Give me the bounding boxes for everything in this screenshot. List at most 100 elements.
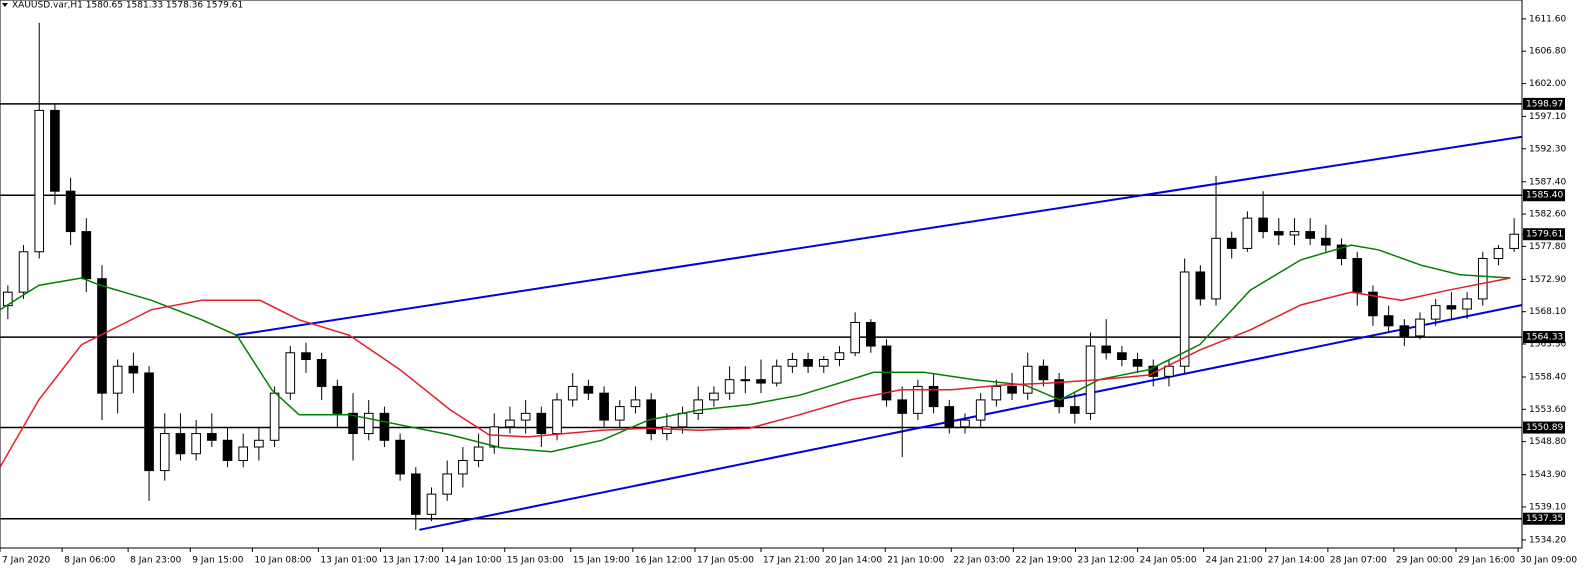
x-tick-label: 14 Jan 10:00 xyxy=(445,556,502,566)
x-tick-label: 17 Jan 21:00 xyxy=(763,556,820,566)
candle-body xyxy=(662,426,672,435)
candle-body xyxy=(1462,298,1472,310)
candle-body xyxy=(1069,406,1080,414)
candle-body xyxy=(677,412,688,428)
candle-body xyxy=(1164,365,1174,377)
moving-average xyxy=(0,277,1511,468)
last-price-label: 1579.61 xyxy=(1526,230,1563,240)
candle-body xyxy=(1242,217,1253,249)
candle-body xyxy=(991,385,1002,401)
candle-body xyxy=(112,365,123,394)
candle-body xyxy=(207,433,217,441)
y-tick-label: 1553.60 xyxy=(1529,405,1566,415)
candle-body xyxy=(614,406,625,421)
candle-body xyxy=(410,473,421,515)
y-tick-label: 1582.60 xyxy=(1529,210,1566,220)
y-tick-label: 1534.20 xyxy=(1529,535,1566,545)
candle-body xyxy=(1289,231,1300,236)
level-label: 1564.33 xyxy=(1526,333,1563,343)
candle-body xyxy=(960,419,970,428)
candle-body xyxy=(379,412,390,441)
trendline xyxy=(419,304,1523,531)
candle-body xyxy=(771,365,782,384)
candle-body xyxy=(316,358,327,387)
candle-body xyxy=(1477,258,1488,300)
y-tick-label: 1592.30 xyxy=(1529,144,1566,154)
x-tick-label: 24 Jan 21:00 xyxy=(1206,556,1263,566)
candle-body xyxy=(1226,237,1237,249)
candle-body xyxy=(1305,231,1315,239)
x-tick-label: 21 Jan 10:00 xyxy=(887,556,944,566)
candle-body xyxy=(583,385,594,394)
candle-body xyxy=(505,419,515,428)
candle-body xyxy=(1399,325,1410,337)
level-label-box xyxy=(1523,189,1565,202)
candle-body xyxy=(159,433,170,472)
level-label: 1550.89 xyxy=(1526,423,1563,433)
x-tick-label: 15 Jan 19:00 xyxy=(573,556,630,566)
candle-body xyxy=(175,433,186,455)
candle-body xyxy=(128,365,139,374)
candle-body xyxy=(81,231,92,280)
y-tick-label: 1611.60 xyxy=(1529,14,1566,24)
candle-body xyxy=(1509,233,1519,249)
candle-body xyxy=(332,385,343,414)
candle-body xyxy=(740,379,751,382)
x-tick-label: 29 Jan 16:00 xyxy=(1458,556,1515,566)
level-label: 1598.97 xyxy=(1526,99,1563,109)
candle-body xyxy=(850,321,860,354)
candle-body xyxy=(269,392,280,441)
candle-body xyxy=(18,251,29,293)
candle-body xyxy=(1022,365,1033,394)
x-tick-label: 13 Jan 01:00 xyxy=(320,556,377,566)
candle-body xyxy=(1101,345,1112,354)
candle-body xyxy=(646,399,656,435)
candle-body xyxy=(693,399,704,414)
candle-body xyxy=(191,433,201,455)
x-tick-label: 9 Jan 15:00 xyxy=(192,556,244,566)
menu-arrow[interactable] xyxy=(2,3,8,7)
candle-body xyxy=(254,439,264,448)
candle-body xyxy=(1117,352,1127,360)
x-tick-label: 8 Jan 06:00 xyxy=(64,556,116,566)
candle-body xyxy=(285,352,296,394)
candle-body xyxy=(1415,318,1425,337)
y-tick-label: 1543.90 xyxy=(1529,470,1566,480)
candle-body xyxy=(599,392,609,421)
x-tick-label: 22 Jan 19:00 xyxy=(1015,556,1072,566)
candle-body xyxy=(1321,237,1331,246)
candle-body xyxy=(65,190,76,233)
candle-body xyxy=(222,439,233,461)
candle-body xyxy=(928,385,939,408)
x-tick-label: 8 Jan 23:00 xyxy=(130,556,182,566)
candle-body xyxy=(803,358,813,367)
y-tick-label: 1539.10 xyxy=(1529,502,1566,512)
level-label: 1585.40 xyxy=(1526,191,1563,201)
candle-body xyxy=(709,392,719,401)
y-tick-label: 1548.80 xyxy=(1529,437,1566,447)
candle-body xyxy=(818,358,829,367)
level-label-box xyxy=(1523,421,1565,434)
x-tick-label: 24 Jan 05:00 xyxy=(1140,556,1197,566)
x-tick-label: 29 Jan 00:00 xyxy=(1396,556,1453,566)
candle-body xyxy=(1132,358,1143,367)
candle-body xyxy=(1352,258,1363,293)
candle-body xyxy=(1383,315,1394,327)
x-tick-label: 13 Jan 17:00 xyxy=(383,556,440,566)
candle-body xyxy=(630,399,641,408)
y-tick-label: 1558.40 xyxy=(1529,373,1566,383)
candle-body xyxy=(975,399,986,421)
candle-body xyxy=(301,352,311,360)
candle-body xyxy=(1446,305,1457,310)
x-tick-label: 28 Jan 07:00 xyxy=(1330,556,1387,566)
candle-body xyxy=(787,358,798,367)
x-tick-label: 20 Jan 14:00 xyxy=(825,556,882,566)
y-tick-label: 1587.40 xyxy=(1529,177,1566,187)
candle-body xyxy=(1195,271,1206,300)
candle-body xyxy=(1179,271,1190,367)
y-tick-label: 1577.80 xyxy=(1529,242,1566,252)
y-tick-label: 1606.80 xyxy=(1529,47,1566,57)
candle-body xyxy=(913,385,923,414)
